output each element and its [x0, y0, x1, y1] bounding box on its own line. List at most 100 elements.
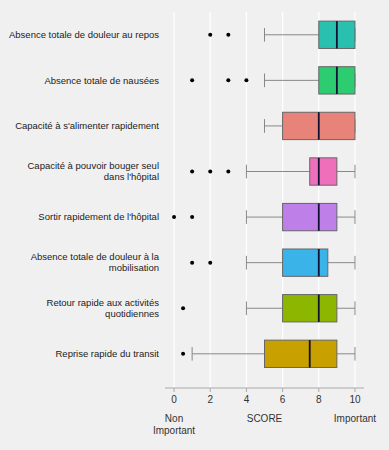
whisker-high	[337, 308, 355, 309]
flier	[208, 261, 212, 265]
annotation: SCORE	[247, 413, 283, 424]
category-label: Absence totale de douleur à lamobilisati…	[31, 251, 160, 273]
whisker-low	[246, 262, 282, 263]
tick-label: 4	[244, 394, 250, 405]
flier	[190, 215, 194, 219]
median	[318, 112, 320, 139]
box	[283, 249, 328, 276]
category-label-line: Sortir rapidement de l'hôpital	[38, 211, 159, 222]
whisker-low	[265, 125, 283, 126]
flier	[208, 170, 212, 174]
tick-mark	[210, 388, 211, 392]
median	[318, 203, 320, 230]
tick-mark	[174, 388, 175, 392]
tick-label: 6	[280, 394, 286, 405]
whisker-cap-high	[354, 210, 355, 224]
whisker-cap-high	[354, 301, 355, 315]
x-axis	[165, 388, 364, 389]
median	[318, 158, 320, 185]
category-label: Capacité à pouvoir bouger seuldans l'hôp…	[27, 160, 159, 182]
annotation: NonImportant	[153, 413, 195, 436]
tick-mark	[318, 388, 319, 392]
tick-mark	[282, 388, 283, 392]
grid-line	[282, 12, 283, 388]
flier	[190, 78, 194, 82]
flier	[226, 33, 230, 37]
grid-line	[210, 12, 211, 388]
median	[318, 249, 320, 276]
whisker-cap-low	[246, 210, 247, 224]
flier	[190, 170, 194, 174]
background	[0, 0, 389, 450]
category-label-line: Absence totale de nausées	[44, 75, 159, 86]
whisker-cap-high	[354, 256, 355, 270]
flier	[181, 352, 185, 356]
annotation: Important	[334, 413, 376, 424]
plot-area	[165, 12, 364, 388]
tick-mark	[246, 388, 247, 392]
whisker-cap-low	[264, 119, 265, 133]
box	[283, 203, 337, 230]
flier	[190, 261, 194, 265]
whisker-cap-high	[354, 165, 355, 179]
whisker-high	[337, 171, 355, 172]
category-label: Capacité à s'alimenter rapidement	[15, 120, 159, 131]
tick-label: 10	[349, 394, 361, 405]
whisker-low	[246, 308, 282, 309]
whisker-low	[265, 34, 319, 35]
flier	[181, 306, 185, 310]
category-label: Retour rapide aux activitésquotidiennes	[47, 297, 160, 319]
category-label-line: Absence totale de douleur à la	[31, 251, 160, 262]
marks	[172, 21, 355, 367]
median	[336, 21, 338, 48]
whisker-cap-low	[246, 165, 247, 179]
box	[265, 340, 337, 367]
whisker-cap-low	[264, 28, 265, 42]
whisker-cap-low	[246, 256, 247, 270]
median	[318, 295, 320, 322]
whisker-low	[246, 171, 309, 172]
tick-label: 0	[171, 394, 177, 405]
whisker-high	[337, 353, 355, 354]
grid-line	[173, 12, 174, 388]
tick-label: 8	[316, 394, 322, 405]
category-label-line: mobilisation	[109, 262, 159, 273]
median	[309, 340, 311, 367]
flier	[244, 78, 248, 82]
category-label: Absence totale de douleur au repos	[9, 29, 159, 40]
whisker-low	[246, 217, 282, 218]
flier	[172, 215, 176, 219]
median	[336, 67, 338, 94]
category-label-line: quotidiennes	[105, 308, 159, 319]
category-label-line: Capacité à pouvoir bouger seul	[27, 160, 159, 171]
chart: 0 2 4 6 8 10 Absence totale de douleur au repo…	[0, 0, 389, 450]
category-label: Absence totale de nausées	[44, 75, 159, 86]
category-label: Reprise rapide du transit	[56, 348, 160, 359]
box	[319, 67, 355, 94]
category-label-line: Absence totale de douleur au repos	[9, 29, 159, 40]
category-label: Sortir rapidement de l'hôpital	[38, 211, 159, 222]
whisker-low	[265, 80, 319, 81]
whisker-low	[192, 353, 264, 354]
annotation-line: Non	[165, 413, 183, 424]
category-label-line: Retour rapide aux activités	[47, 297, 160, 308]
box	[310, 158, 337, 185]
tick-mark	[354, 388, 355, 392]
box	[283, 295, 337, 322]
annotation-line: SCORE	[247, 413, 283, 424]
category-label-line: Capacité à s'alimenter rapidement	[15, 120, 159, 131]
whisker-cap-low	[264, 74, 265, 88]
grid-line	[246, 12, 247, 388]
whisker-high	[328, 262, 355, 263]
whisker-cap-low	[246, 301, 247, 315]
whisker-cap-low	[192, 347, 193, 361]
category-label-line: dans l'hôpital	[104, 171, 159, 182]
flier	[226, 78, 230, 82]
box	[319, 21, 355, 48]
category-label-line: Reprise rapide du transit	[56, 348, 160, 359]
annotation-line: Important	[334, 413, 376, 424]
tick-label: 2	[207, 394, 213, 405]
whisker-cap-high	[354, 347, 355, 361]
whisker-high	[337, 217, 355, 218]
box	[283, 112, 355, 139]
